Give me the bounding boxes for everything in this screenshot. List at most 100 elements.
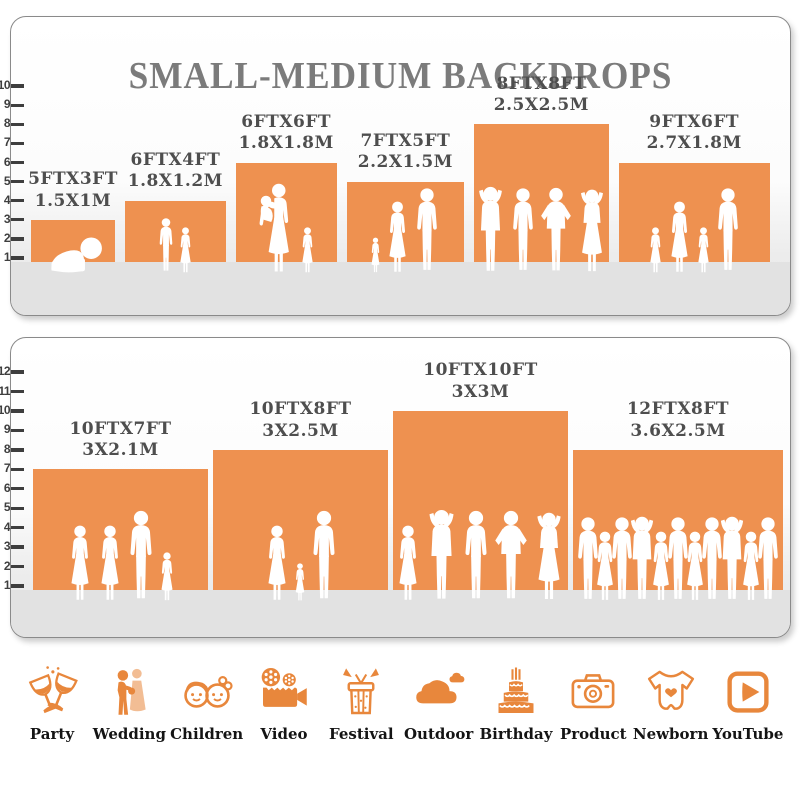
person-silhouette-icon (424, 508, 459, 601)
person-silhouette-icon (647, 227, 664, 273)
scale-number: 4 (3, 519, 11, 534)
scale-tick (11, 506, 24, 510)
person-silhouette-icon (509, 187, 537, 273)
youtube-icon (720, 664, 776, 720)
scale-number: 7 (3, 135, 11, 150)
category-label: Wedding (92, 725, 166, 743)
category-row: Party Wedding Children Video Festival Outdoor… (14, 664, 786, 743)
backdrop-size-label: 6FTX4FT 1.8X1.2M (128, 150, 223, 193)
scale-tick (11, 564, 24, 569)
scale-number: 5 (3, 173, 11, 188)
person-silhouette-icon (394, 525, 422, 601)
scale-tick (11, 141, 24, 146)
size-ft: 6FTX4FT (130, 150, 221, 171)
outdoor-icon (411, 664, 467, 720)
person-silhouette-icon (299, 227, 316, 273)
scale-tick (11, 389, 24, 394)
people-silhouettes (613, 187, 776, 273)
scale-tick (11, 103, 24, 107)
size-m: 2.2X1.5M (357, 152, 453, 173)
size-m: 1.5X1M (34, 190, 112, 211)
backdrop-bar (235, 162, 337, 263)
person-silhouette-icon (293, 563, 307, 601)
backdrop-bar (573, 449, 783, 590)
size-ft: 10FTX10FT (423, 360, 538, 381)
category-label: Newborn (632, 725, 709, 743)
scale-number: 1 (3, 578, 11, 592)
size-m: 3X2.5M (262, 420, 339, 441)
category-video: Video (246, 664, 322, 743)
category-outdoor: Outdoor (401, 664, 477, 743)
backdrop-size-label: 10FTX7FT 3X2.1M (69, 419, 171, 462)
scale-tick (11, 256, 24, 260)
party-icon (24, 664, 80, 720)
scale-tick (11, 525, 24, 530)
size-ft: 10FTX8FT (249, 399, 352, 420)
children-icon (179, 664, 235, 720)
category-label: Video (260, 725, 308, 743)
category-party: Party (14, 664, 90, 743)
scale-number: 3 (3, 211, 11, 226)
category-label: Party (29, 725, 75, 743)
person-silhouette-icon (539, 187, 573, 273)
scale-tick (11, 428, 24, 433)
size-m: 2.5X2.5M (493, 95, 589, 116)
backdrop-bar (474, 124, 609, 262)
backdrop-bar (393, 410, 568, 590)
size-ft: 5FTX3FT (28, 169, 118, 190)
scale-tick (11, 370, 24, 374)
scale-number: 2 (3, 558, 11, 573)
person-silhouette-icon (157, 217, 175, 273)
category-product: Product (555, 664, 631, 743)
person-silhouette-icon (309, 510, 339, 601)
size-ft: 8FTX8FT (496, 73, 587, 94)
size-m: 1.8X1.2M (127, 171, 223, 192)
scale-tick (11, 584, 24, 588)
birthday-icon (488, 664, 544, 720)
backdrop-size-label: 5FTX3FT 1.5X1M (28, 169, 118, 212)
scale-number: 8 (3, 441, 11, 456)
person-silhouette-icon (263, 525, 291, 601)
size-ft: 7FTX5FT (360, 131, 451, 152)
people-silhouettes (341, 187, 471, 273)
people-silhouettes (230, 183, 343, 273)
people-silhouettes (567, 515, 789, 601)
scale-number: 12 (0, 364, 11, 379)
festival-icon (333, 664, 389, 720)
backdrop-size-label: 9FTX6FT 2.7X1.8M (647, 112, 742, 155)
person-silhouette-icon (754, 517, 782, 601)
scale-tick (11, 545, 24, 549)
person-silhouette-icon (66, 525, 94, 601)
people-silhouettes (468, 185, 614, 273)
scale-number: 3 (3, 539, 11, 554)
newborn-icon (643, 664, 699, 720)
size-ft: 6FTX6FT (241, 112, 332, 132)
scale-tick (11, 409, 24, 413)
scale-number: 10 (0, 78, 11, 93)
backdrop-size-label: 10FTX10FT 3X3M (423, 360, 537, 403)
scale-number: 8 (3, 116, 11, 131)
category-wedding: Wedding (91, 664, 167, 743)
category-festival: Festival (323, 664, 399, 743)
scale-number: 9 (3, 422, 11, 437)
person-silhouette-icon (474, 185, 507, 273)
backdrop-bar (125, 200, 226, 262)
category-label: Product (559, 725, 627, 743)
scale-tick (11, 237, 24, 241)
people-silhouettes (387, 508, 574, 601)
wedding-icon (101, 664, 157, 720)
size-ft: 12FTX8FT (626, 399, 730, 420)
scale-number: 6 (3, 480, 11, 495)
scale-number: 4 (3, 192, 11, 207)
backdrop-bar (618, 162, 770, 263)
person-silhouette-icon (96, 525, 124, 601)
size-ft: 10FTX7FT (69, 418, 172, 439)
backdrop-bar (213, 449, 388, 590)
scale-number: 6 (3, 154, 11, 169)
category-children: Children (169, 664, 245, 743)
backdrop-size-label: 10FTX8FT 3X2.5M (249, 399, 351, 442)
bottom-chart: 1 2 3 4 5 6 7 8 9 10 11 12 10FTX7FT 3X2.1M 10FTX8FT 3X2… (0, 338, 790, 637)
category-label: Outdoor (403, 725, 474, 743)
person-silhouette-icon (42, 235, 104, 273)
